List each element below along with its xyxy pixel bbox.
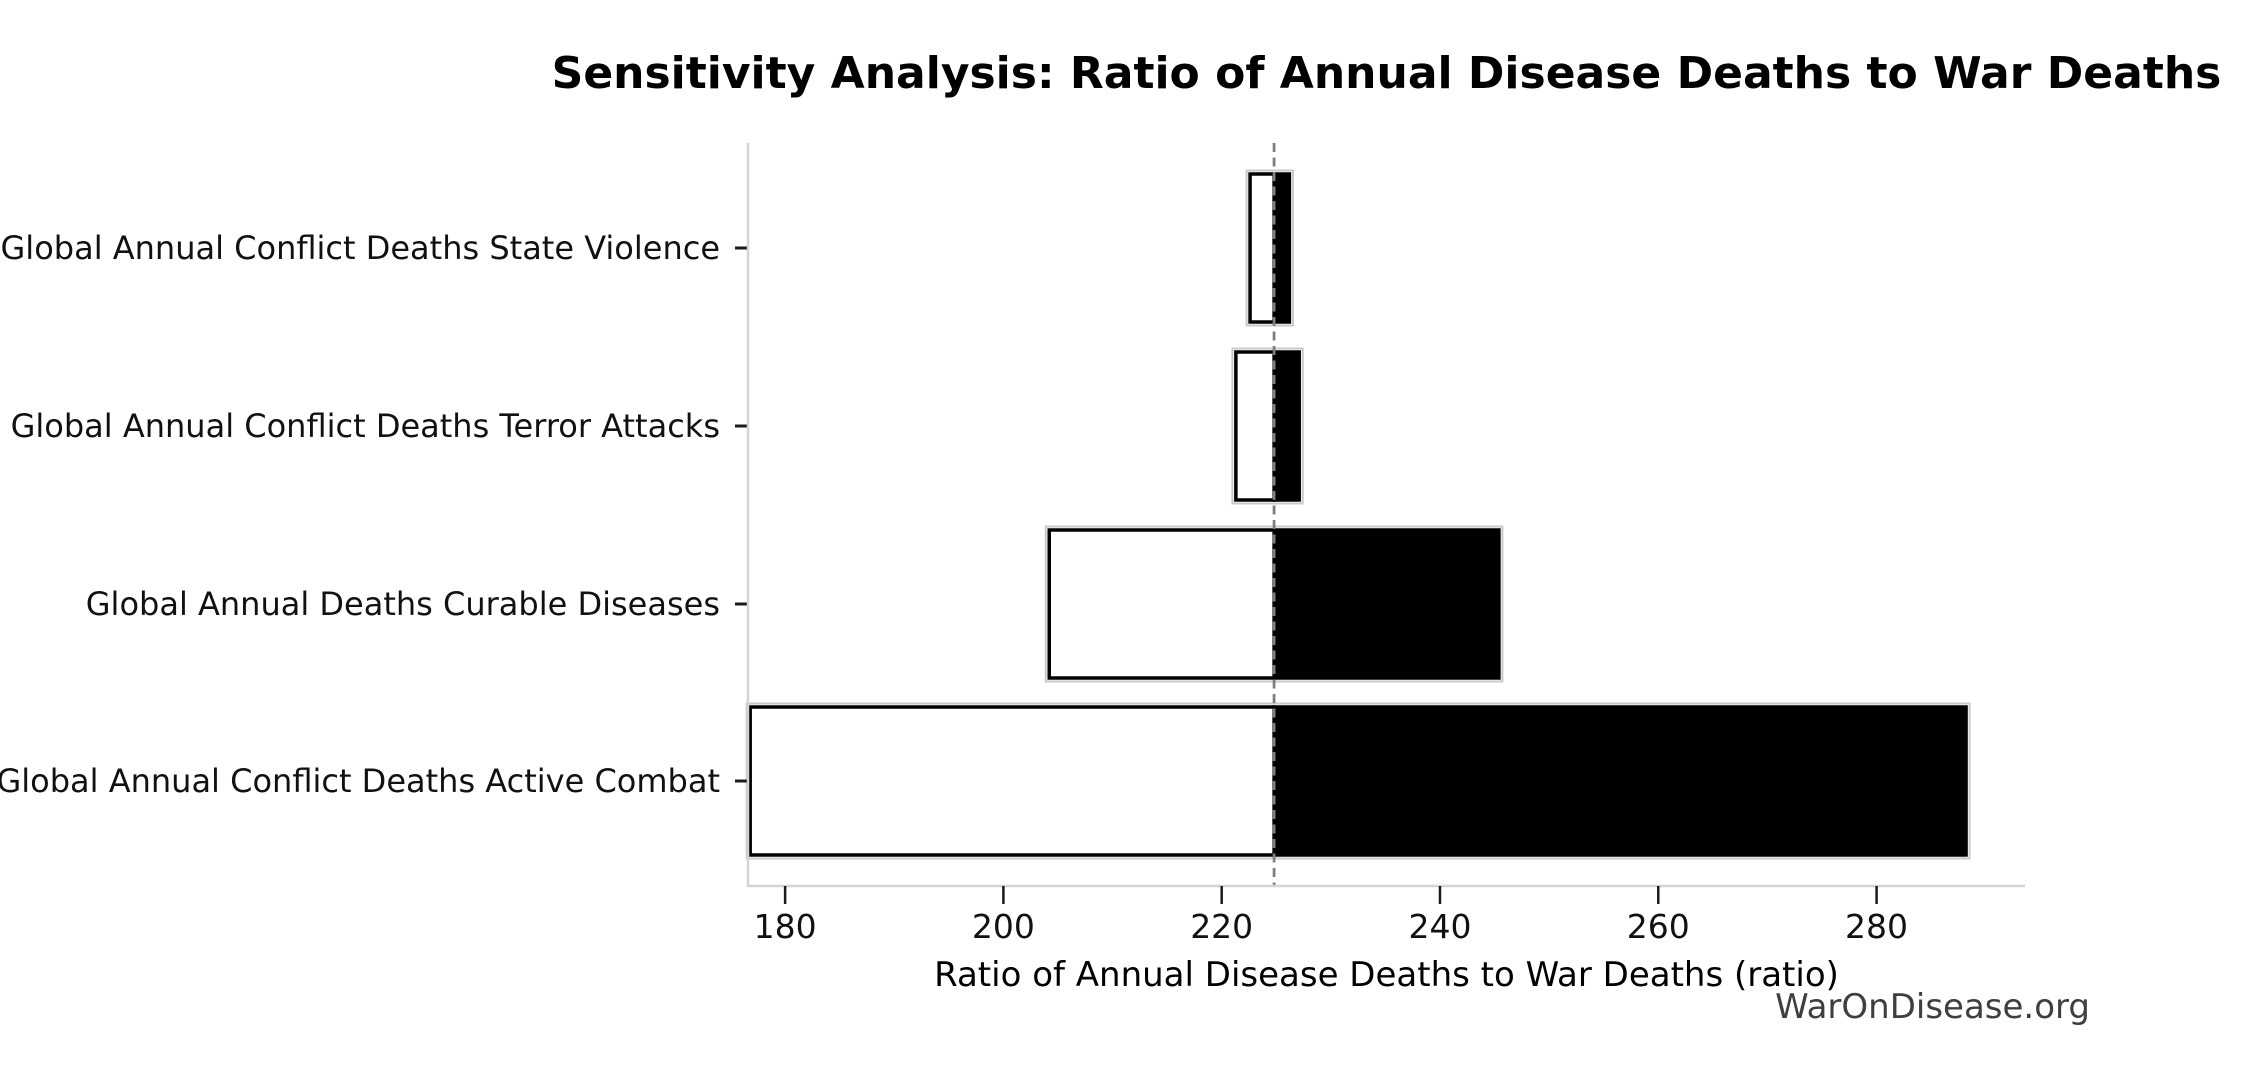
x-tick-label: 220 <box>1190 907 1253 946</box>
bar-high-segment <box>1272 705 1968 857</box>
bar-high-segment <box>1272 350 1301 502</box>
bar-halo <box>1245 169 1294 327</box>
x-tick-label: 240 <box>1408 907 1471 946</box>
bar-low-segment <box>748 705 1276 857</box>
watermark: WarOnDisease.org <box>1775 987 2090 1027</box>
labels-layer: Global Annual Conflict Deaths State Viol… <box>0 229 1908 946</box>
y-category-label: Global Annual Conflict Deaths Terror Att… <box>11 407 720 445</box>
y-category-label: Global Annual Conflict Deaths State Viol… <box>1 229 721 267</box>
x-tick-label: 200 <box>972 907 1035 946</box>
bar-high-segment <box>1272 172 1292 324</box>
bars-layer <box>748 172 1968 857</box>
bar-low-segment <box>1234 350 1276 502</box>
x-axis-label: Ratio of Annual Disease Deaths to War De… <box>934 955 1839 995</box>
bar-high-segment <box>1272 528 1501 680</box>
x-tick-label: 180 <box>754 907 817 946</box>
bar-halo <box>1231 347 1304 505</box>
y-category-label: Global Annual Deaths Curable Diseases <box>86 585 720 623</box>
chart-title: Sensitivity Analysis: Ratio of Annual Di… <box>552 48 2222 99</box>
bar-low-segment <box>1047 528 1276 680</box>
x-tick-label: 280 <box>1845 907 1908 946</box>
bar-low-segment <box>1248 172 1276 324</box>
x-tick-label: 260 <box>1627 907 1690 946</box>
axes-layer <box>735 143 2025 904</box>
y-category-label: Global Annual Conflict Deaths Active Com… <box>0 762 720 800</box>
